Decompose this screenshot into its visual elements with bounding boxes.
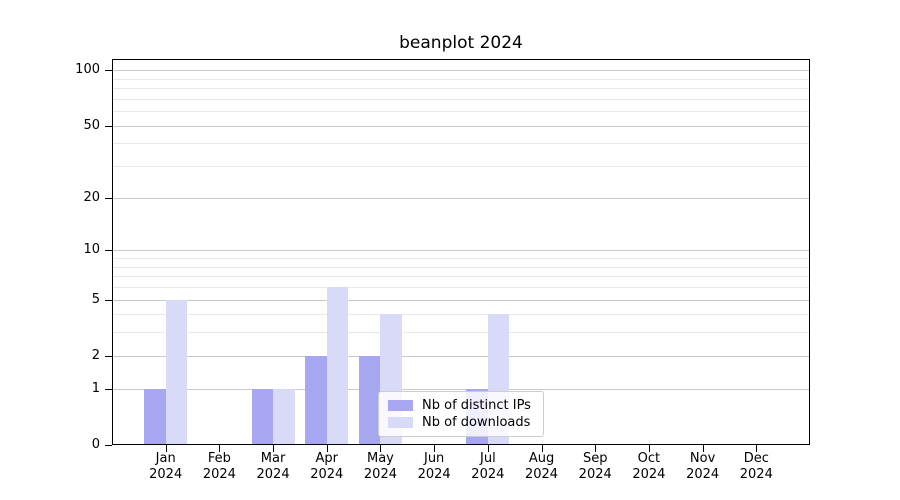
bar-0-mar (251, 388, 274, 445)
x-axis-tick (165, 445, 167, 452)
x-axis-tick (702, 445, 704, 452)
legend-item-downloads: Nb of downloads (388, 414, 534, 431)
bar-1-jan (165, 299, 188, 445)
legend-label: Nb of distinct IPs (422, 398, 531, 413)
y-axis-tick-label: 10 (83, 242, 100, 258)
y-axis-tick-label: 20 (83, 189, 100, 205)
gridline-minor (112, 143, 810, 145)
x-axis-tick-label: Sep 2024 (578, 451, 612, 482)
gridline-minor (112, 314, 810, 316)
y-axis-tick (105, 299, 112, 301)
gridline-major (112, 388, 810, 390)
x-axis-tick-label: Feb 2024 (202, 451, 236, 482)
chart-title: beanplot 2024 (399, 33, 523, 53)
gridline-minor (112, 98, 810, 100)
y-axis-tick (105, 70, 112, 72)
x-axis-tick-label: May 2024 (363, 451, 397, 482)
x-axis-tick (595, 445, 597, 452)
gridline-major (112, 299, 810, 301)
y-axis-tick-label: 50 (83, 117, 100, 133)
gridline-major (112, 250, 810, 252)
x-axis-tick (756, 445, 758, 452)
x-axis-tick-label: Apr 2024 (310, 451, 344, 482)
legend-label: Nb of downloads (422, 415, 531, 430)
bar-1-apr (326, 286, 349, 445)
x-axis-tick-label: Aug 2024 (524, 451, 559, 482)
x-axis-tick (541, 445, 543, 452)
gridline-major (112, 197, 810, 199)
x-axis-tick (326, 445, 328, 452)
gridline-minor (112, 78, 810, 80)
gridline-major (112, 125, 810, 127)
x-axis-tick-label: Mar 2024 (256, 451, 290, 482)
y-axis-tick-label: 5 (91, 291, 100, 307)
legend-item-distinct-ips: Nb of distinct IPs (388, 397, 534, 414)
x-axis-tick-label: Jul 2024 (471, 451, 505, 482)
bar-0-apr (305, 355, 327, 445)
gridline-major (112, 355, 810, 357)
gridline-minor (112, 166, 810, 168)
y-axis-tick (105, 355, 112, 357)
gridline-minor (112, 111, 810, 113)
gridline-minor (112, 286, 810, 288)
x-axis-tick (273, 445, 275, 452)
gridline-minor (112, 88, 810, 90)
x-axis-tick (434, 445, 436, 452)
x-axis-tick (380, 445, 382, 452)
gridline-major (112, 70, 810, 72)
gridline-minor (112, 266, 810, 268)
x-axis-tick-label: Jan 2024 (149, 451, 183, 482)
bar-0-may (358, 355, 381, 445)
x-axis-tick (219, 445, 221, 452)
bar-0-jan (144, 388, 166, 445)
legend-swatch-0 (388, 400, 413, 411)
gridline-minor (112, 258, 810, 260)
x-axis-tick-label: Nov 2024 (686, 451, 720, 482)
y-axis-tick-label: 2 (91, 347, 100, 363)
legend: Nb of distinct IPs Nb of downloads (378, 391, 544, 437)
x-axis-tick (487, 445, 489, 452)
y-axis-tick (105, 250, 112, 252)
y-axis-tick (105, 445, 112, 446)
gridline-minor (112, 276, 810, 278)
gridline-minor (112, 332, 810, 334)
x-axis-tick (648, 445, 650, 452)
y-axis-tick (105, 197, 112, 199)
y-axis-tick-label: 0 (91, 437, 100, 452)
y-axis-tick (105, 125, 112, 127)
x-axis-tick-label: Dec 2024 (739, 451, 773, 482)
legend-swatch-1 (388, 417, 413, 428)
x-axis-tick-label: Jun 2024 (417, 451, 451, 482)
x-axis-tick-label: Oct 2024 (632, 451, 666, 482)
y-axis-tick (105, 388, 112, 390)
y-axis-tick-label: 1 (91, 380, 100, 396)
y-axis-tick-label: 100 (75, 62, 100, 78)
bar-1-mar (273, 388, 295, 445)
